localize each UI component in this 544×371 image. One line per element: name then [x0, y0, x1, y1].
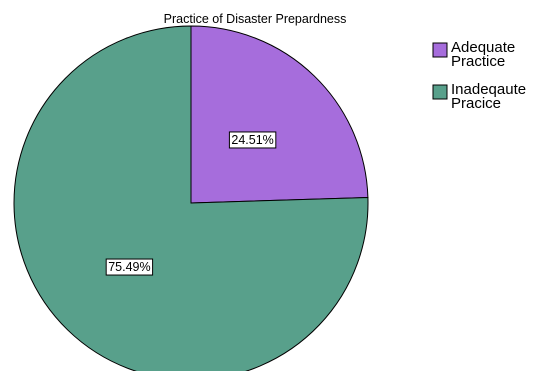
legend-swatch — [432, 84, 448, 100]
data-label-box — [228, 131, 277, 149]
chart-title: Practice of Disaster Prepardness — [164, 12, 347, 26]
legend-label: Pracice — [451, 95, 501, 112]
pie-slices — [13, 25, 369, 371]
pie-slice-2 — [13, 25, 369, 371]
data-label-text: 24.51% — [231, 133, 273, 147]
pie-data-labels: 24.51% 75.49% — [105, 131, 277, 276]
legend-label: Practice — [451, 53, 505, 70]
legend-label: Inadeqaute — [451, 81, 526, 98]
data-label-box — [105, 258, 154, 276]
data-label-text: 75.49% — [108, 260, 150, 274]
pie-slice-1 — [190, 25, 369, 204]
legend-swatch — [432, 42, 448, 58]
data-label-1: 24.51% — [228, 131, 277, 149]
data-label-2: 75.49% — [105, 258, 154, 276]
legend-label: Adequate — [451, 39, 515, 56]
